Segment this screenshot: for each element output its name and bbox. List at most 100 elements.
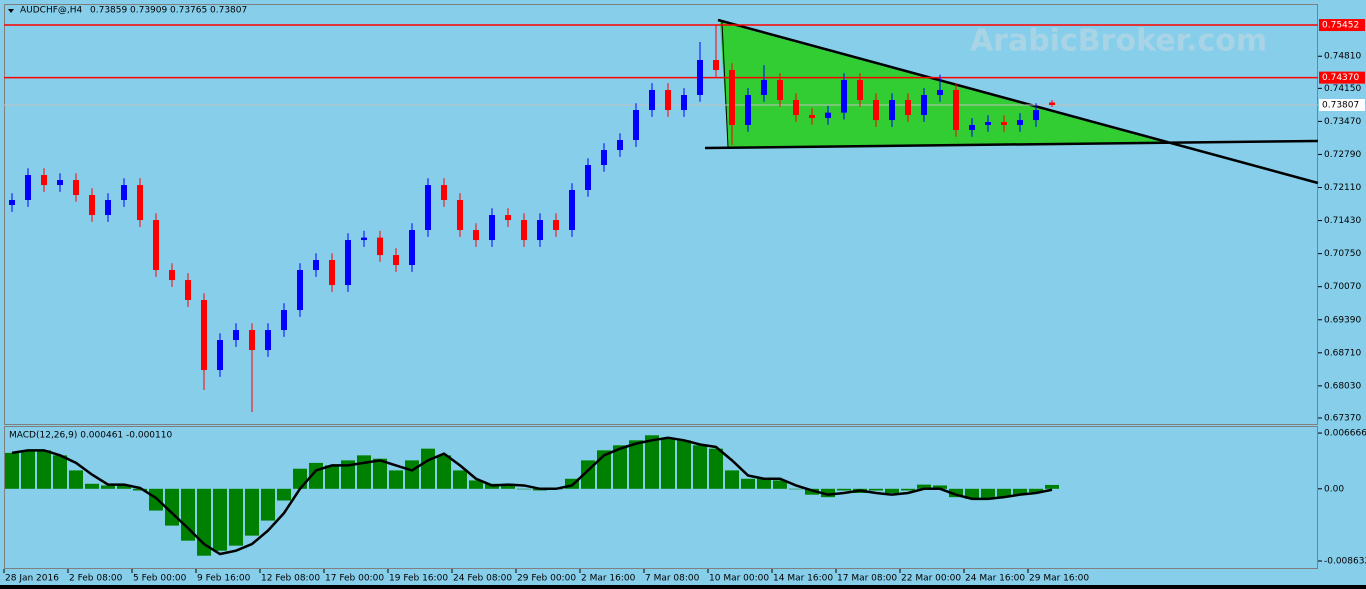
y-tick-label: 0.67370 [1324,413,1361,423]
candle-body [649,89,655,111]
macd-bar [949,488,963,498]
y-tick-label: 0.00 [1324,484,1344,494]
candle-body [1001,122,1007,125]
candle-body [25,175,31,201]
quote-high: 0.73909 [130,6,167,16]
macd-bar [37,450,51,489]
macd-bar [341,460,355,489]
candle-body [441,185,447,201]
macd-bar [901,488,915,491]
candle-body [905,100,911,116]
x-tick-label: 24 Feb 08:00 [453,574,512,584]
candle-body [73,180,79,196]
last-price-label: 0.73807 [1322,101,1359,111]
candle-body [393,255,399,266]
candle-body [761,80,767,95]
candle-body [1017,120,1023,125]
macd-bar [741,478,755,489]
candle-body [377,237,383,256]
x-tick-label: 9 Feb 16:00 [197,574,251,584]
y-tick-label: 0.71430 [1324,216,1361,226]
candle-body [969,124,975,130]
macd-bar [757,478,771,489]
macd-bar [677,440,691,489]
candle-body [281,310,287,331]
macd-bar [693,445,707,489]
candle-body [137,185,143,221]
candle-body [201,300,207,371]
y-tick-label: 0.006666 [1324,429,1366,439]
x-tick-label: 29 Feb 00:00 [517,574,576,584]
candle-body [953,89,959,130]
macd-bar [629,440,643,489]
macd-bar [101,485,115,489]
candle-body [9,200,15,206]
macd-bar [213,488,227,551]
macd-bar [917,484,931,489]
candle-body [921,94,927,116]
candle-body [89,195,95,216]
y-tick-label: 0.73470 [1324,117,1361,127]
candle-body [409,230,415,266]
quote-low: 0.73765 [170,6,207,16]
signal-line [11,436,1053,556]
candle-body [345,240,351,286]
candle-body [185,280,191,301]
candle-body [521,220,527,241]
macd-bar [501,483,515,489]
candle-body [697,59,703,95]
price-label-box [1319,19,1365,32]
candle-body [745,94,751,125]
macd-bar [517,488,531,490]
macd-bar [181,488,195,541]
macd-bar [421,448,435,489]
macd-bar [725,470,739,489]
candle-body [569,189,575,231]
y-tick-label: 0.72110 [1324,183,1361,193]
candle-body [937,89,943,95]
macd-title: MACD(12,26,9) 0.000461 -0.000110 [9,431,172,441]
macd-bar [5,452,19,489]
candle-body [169,270,175,281]
y-tick-label: -0.008632 [1324,556,1366,566]
x-tick-label: 24 Mar 16:00 [965,574,1025,584]
macd-bar [373,458,387,489]
last-price-box [1319,99,1365,112]
candle-body [841,80,847,113]
macd-bar [933,485,947,489]
macd-bar [245,488,259,536]
candle-body [297,270,303,311]
price-label: 0.75452 [1322,21,1359,31]
candle-body [121,185,127,201]
price-pane [4,4,1318,425]
x-tick-label: 5 Feb 00:00 [133,574,187,584]
candle-body [249,330,255,351]
macd-bar [293,468,307,489]
x-tick-label: 12 Feb 08:00 [261,574,320,584]
y-tick-label: 0.68710 [1324,348,1361,358]
candle-body [457,200,463,231]
macd-bar [437,455,451,489]
candle-body [601,150,607,166]
price-label-box [1319,71,1365,84]
candle-body [265,330,271,351]
candle-body [425,185,431,231]
candle-body [809,115,815,118]
macd-bar [821,488,835,498]
x-tick-label: 22 Mar 00:00 [901,574,961,584]
quote-open: 0.73859 [90,6,127,16]
macd-bar [133,488,147,491]
candle-body [889,100,895,121]
trend-line-upper [717,18,1319,185]
candle-body [361,237,367,241]
x-tick-label: 17 Mar 08:00 [837,574,897,584]
x-tick-label: 2 Feb 08:00 [69,574,123,584]
candle-body [489,215,495,241]
candle-body [777,80,783,101]
candle-body [585,165,591,190]
macd-bar [789,488,803,490]
candle-body [505,215,511,221]
macd-bar [709,448,723,489]
candle-body [681,94,687,111]
macd-bar [261,488,275,521]
